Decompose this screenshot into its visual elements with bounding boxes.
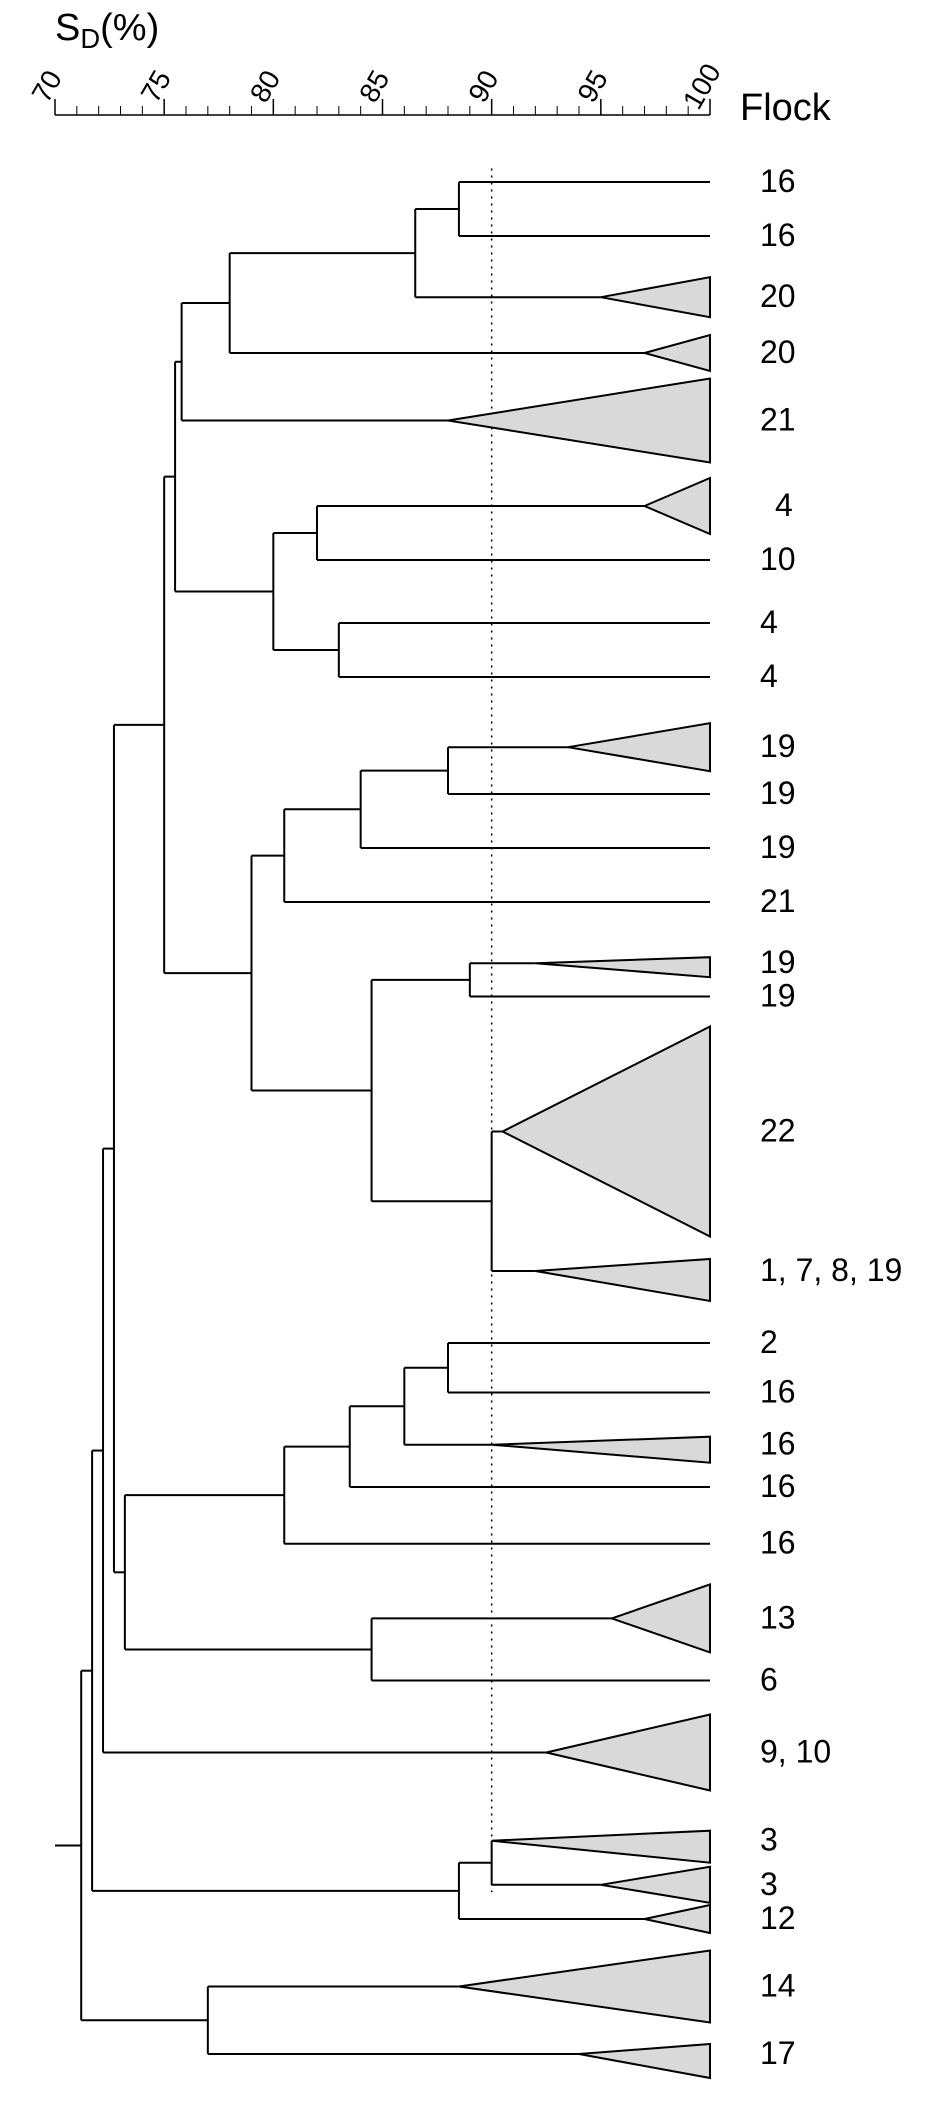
flock-label: 12 bbox=[760, 1900, 796, 1936]
flock-label: 4 bbox=[760, 658, 778, 694]
flock-label: 20 bbox=[760, 278, 796, 314]
flock-label: 4 bbox=[775, 487, 793, 523]
flock-label: 2 bbox=[760, 1324, 778, 1360]
collapsed-cluster-icon bbox=[448, 379, 710, 463]
axis-title: SD(%) bbox=[55, 7, 159, 54]
flock-label: 19 bbox=[760, 728, 796, 764]
flock-label: 19 bbox=[760, 829, 796, 865]
collapsed-cluster-icon bbox=[459, 1951, 710, 2023]
flock-label: 21 bbox=[760, 883, 796, 919]
column-header: Flock bbox=[740, 87, 832, 129]
axis-tick-label: 95 bbox=[571, 65, 613, 107]
labels-layer: 161620202141044191919211919221, 7, 8, 19… bbox=[760, 163, 902, 2071]
flock-label: 6 bbox=[760, 1662, 778, 1698]
collapsed-cluster-icon bbox=[601, 1867, 710, 1903]
flock-label: 3 bbox=[760, 1866, 778, 1902]
collapsed-cluster-icon bbox=[492, 1437, 710, 1463]
collapsed-cluster-icon bbox=[492, 1831, 710, 1863]
collapsed-cluster-icon bbox=[535, 1259, 710, 1301]
collapsed-cluster-icon bbox=[601, 277, 710, 317]
collapsed-cluster-icon bbox=[612, 1584, 710, 1652]
flock-label: 19 bbox=[760, 978, 796, 1014]
triangles-layer bbox=[448, 277, 710, 2078]
flock-label: 22 bbox=[760, 1113, 796, 1149]
axis-layer: 70 75 80 85 90 95 100 SD(%) Flock bbox=[26, 7, 832, 129]
flock-label: 16 bbox=[760, 1525, 796, 1561]
flock-label: 4 bbox=[760, 604, 778, 640]
flock-label: 17 bbox=[760, 2035, 796, 2071]
flock-label: 16 bbox=[760, 1468, 796, 1504]
flock-label: 16 bbox=[760, 163, 796, 199]
collapsed-cluster-icon bbox=[579, 2044, 710, 2078]
flock-label: 10 bbox=[760, 541, 796, 577]
axis-tick-label: 85 bbox=[353, 65, 395, 107]
flock-label: 16 bbox=[760, 217, 796, 253]
axis-tick-label: 70 bbox=[26, 65, 68, 107]
flock-label: 9, 10 bbox=[760, 1734, 831, 1770]
collapsed-cluster-icon bbox=[645, 335, 711, 371]
flock-label: 1, 7, 8, 19 bbox=[760, 1252, 902, 1288]
axis-tick-label: 100 bbox=[677, 58, 727, 114]
collapsed-cluster-icon bbox=[503, 1027, 710, 1237]
flock-label: 19 bbox=[760, 944, 796, 980]
flock-label: 16 bbox=[760, 1374, 796, 1410]
collapsed-cluster-icon bbox=[535, 957, 710, 977]
axis-tick-label: 90 bbox=[462, 65, 504, 107]
collapsed-cluster-icon bbox=[645, 478, 711, 534]
collapsed-cluster-icon bbox=[546, 1715, 710, 1791]
flock-label: 20 bbox=[760, 334, 796, 370]
flock-label: 21 bbox=[760, 402, 796, 438]
flock-label: 13 bbox=[760, 1599, 796, 1635]
axis-tick-label: 80 bbox=[244, 65, 286, 107]
collapsed-cluster-icon bbox=[568, 723, 710, 771]
flock-label: 19 bbox=[760, 775, 796, 811]
collapsed-cluster-icon bbox=[645, 1905, 711, 1933]
flock-label: 14 bbox=[760, 1968, 796, 2004]
dendrogram: 707580859095100SD(%)Flock 16162020214104… bbox=[0, 0, 931, 2121]
flock-label: 16 bbox=[760, 1426, 796, 1462]
flock-label: 3 bbox=[760, 1822, 778, 1858]
axis-tick-label: 75 bbox=[135, 65, 177, 107]
